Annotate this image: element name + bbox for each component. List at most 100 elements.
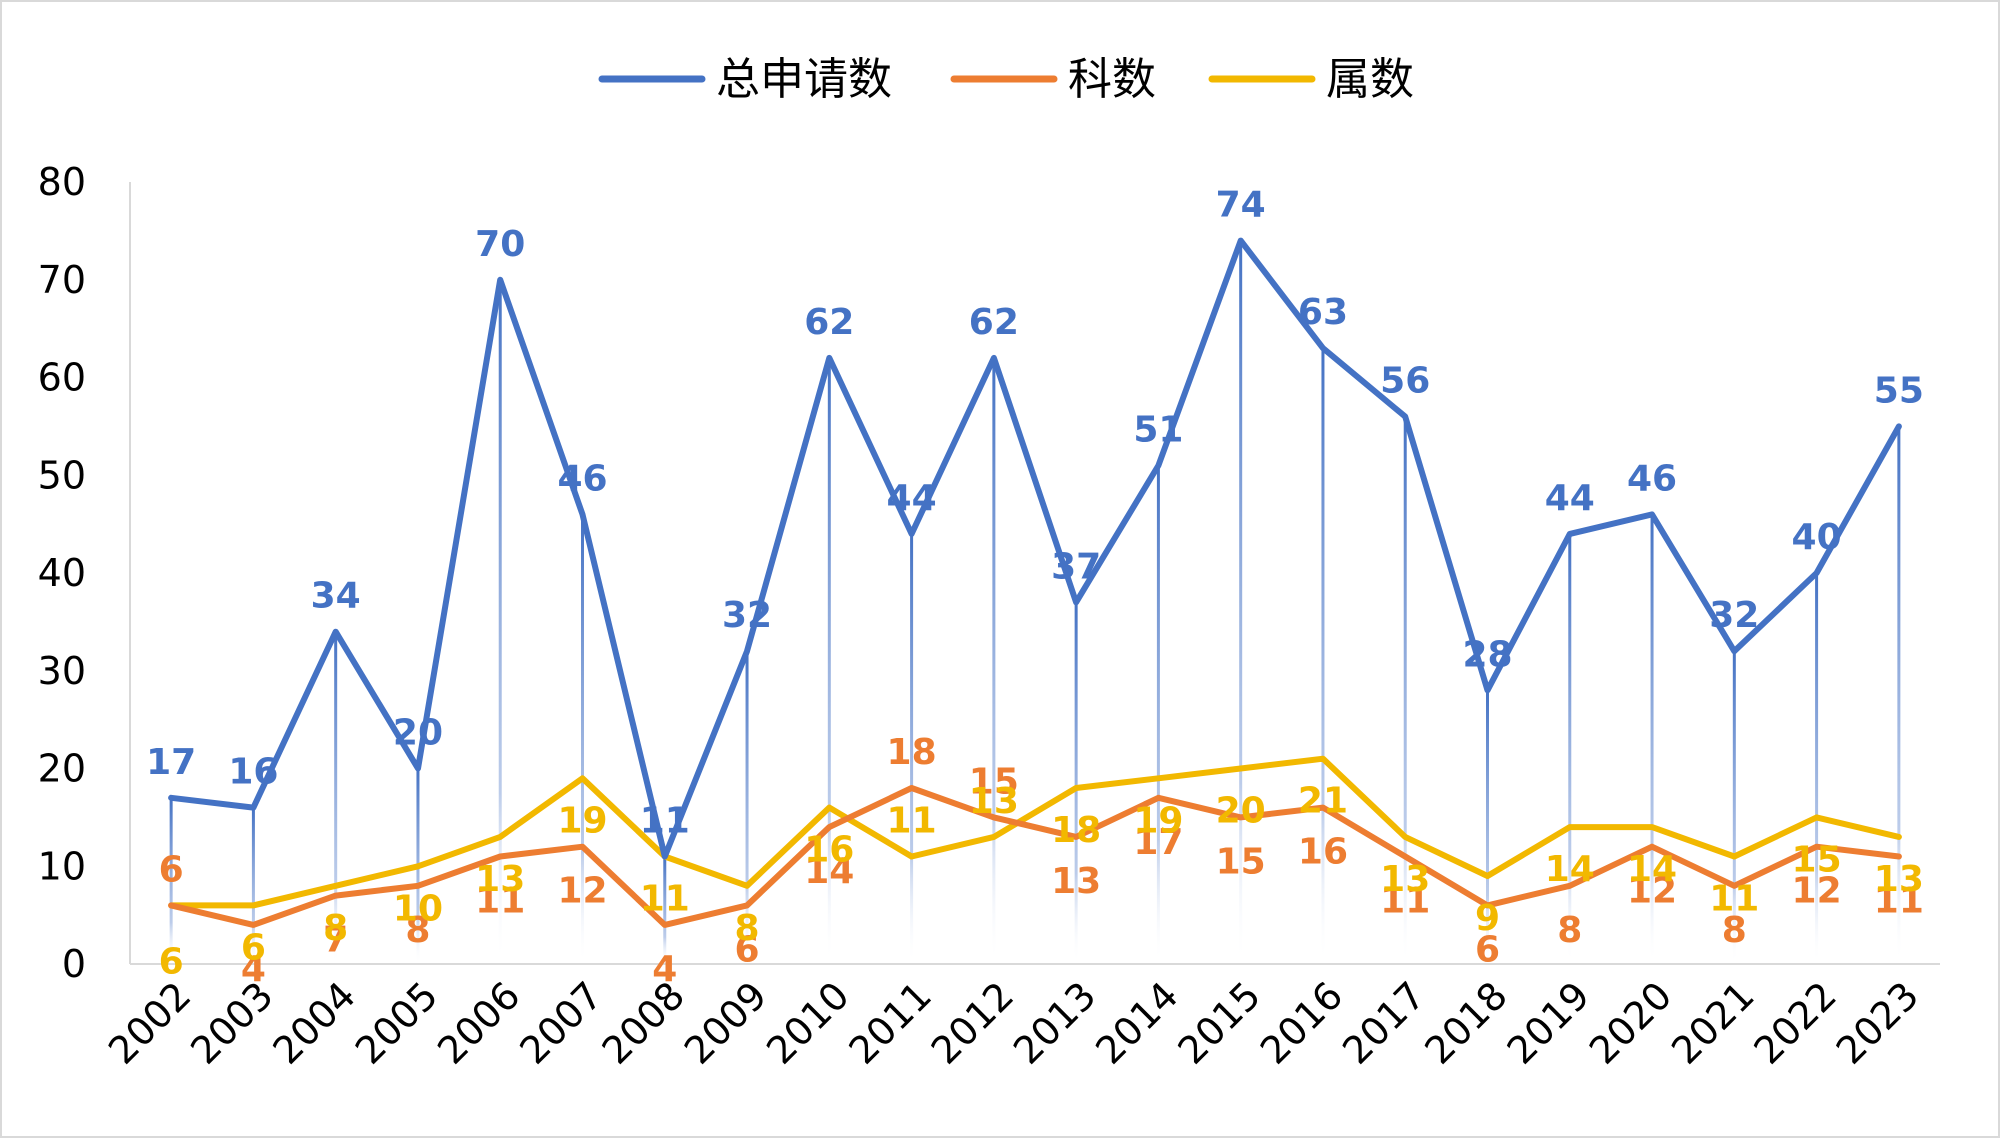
series-line-2: [168, 755, 1902, 909]
data-label: 44: [887, 478, 937, 519]
data-label: 13: [1874, 859, 1924, 900]
data-label: 9: [1475, 898, 1500, 939]
x-tick-label: 2011: [840, 973, 940, 1073]
x-tick-label: 2006: [429, 973, 529, 1073]
data-label: 70: [475, 224, 525, 265]
data-label: 18: [887, 732, 937, 773]
drop-line: [498, 279, 502, 964]
data-label: 18: [1051, 810, 1101, 851]
data-label: 10: [393, 888, 443, 929]
data-label: 40: [1792, 517, 1842, 558]
drop-line: [992, 357, 996, 964]
data-label: 16: [228, 752, 278, 793]
data-label: 46: [557, 458, 607, 499]
x-tick-label: 2003: [182, 973, 282, 1073]
drop-line: [1732, 651, 1736, 964]
drop-line: [745, 651, 749, 964]
y-tick-label: 60: [38, 356, 86, 400]
drop-line: [334, 631, 338, 964]
data-label: 6: [241, 927, 266, 968]
drop-line: [1650, 514, 1654, 964]
data-label: 14: [1545, 849, 1595, 890]
data-label: 8: [323, 908, 348, 949]
x-tick-label: 2023: [1828, 973, 1928, 1073]
y-tick-label: 30: [38, 649, 86, 693]
drop-line: [1897, 426, 1901, 964]
data-label: 11: [1380, 880, 1430, 921]
data-label: 8: [735, 908, 760, 949]
x-tick-label: 2014: [1087, 973, 1187, 1073]
data-label: 12: [1627, 871, 1677, 912]
y-tick-label: 20: [38, 747, 86, 791]
drop-line: [1321, 348, 1325, 964]
data-label: 14: [1627, 849, 1677, 890]
legend-label: 属数: [1326, 54, 1414, 105]
data-label: 13: [1051, 861, 1101, 902]
data-label: 44: [1545, 478, 1595, 519]
series-line-1: [168, 785, 1902, 928]
y-tick-label: 10: [38, 844, 86, 888]
data-label: 34: [311, 576, 361, 617]
data-label: 32: [1709, 595, 1759, 636]
drop-line: [169, 797, 173, 964]
legend: 总申请数 科数 属数: [598, 54, 1414, 105]
data-label: 11: [1874, 880, 1924, 921]
x-tick-label: 2017: [1334, 973, 1434, 1073]
x-tick-label: 2013: [1005, 973, 1105, 1073]
data-label: 15: [1792, 839, 1842, 880]
data-label: 12: [1792, 871, 1842, 912]
x-tick-label: 2016: [1252, 973, 1352, 1073]
data-label: 15: [969, 761, 1019, 802]
x-tick-label: 2002: [100, 973, 200, 1073]
data-label: 6: [1475, 929, 1500, 970]
drop-line: [827, 357, 831, 964]
data-label: 16: [804, 830, 854, 871]
data-label: 16: [1298, 832, 1348, 873]
y-tick-label: 70: [38, 258, 86, 302]
data-label: 12: [557, 871, 607, 912]
data-label: 15: [1216, 841, 1266, 882]
drop-line: [1074, 602, 1078, 964]
y-tick-label: 0: [62, 942, 86, 986]
drop-line: [251, 807, 255, 964]
data-label: 20: [393, 713, 443, 754]
data-label: 21: [1298, 781, 1348, 822]
data-label: 32: [722, 595, 772, 636]
data-label: 8: [405, 910, 430, 951]
data-label: 4: [652, 949, 677, 990]
x-tick-label: 2021: [1663, 973, 1763, 1073]
drop-line: [1815, 573, 1819, 964]
y-tick-label: 40: [38, 551, 86, 595]
drop-line: [1486, 690, 1489, 964]
data-label: 62: [969, 302, 1019, 343]
data-label: 19: [557, 800, 607, 841]
data-label: 17: [1133, 822, 1183, 863]
data-label: 51: [1133, 409, 1183, 450]
data-label: 11: [1709, 878, 1759, 919]
data-label: 11: [640, 800, 690, 841]
x-tick-label: 2009: [676, 973, 776, 1073]
series-line-0: [168, 237, 1902, 860]
data-label: 63: [1298, 292, 1348, 333]
data-label: 37: [1051, 546, 1101, 587]
drop-line: [1568, 533, 1572, 964]
data-label: 13: [475, 859, 525, 900]
y-tick-label: 80: [38, 160, 86, 204]
data-label: 56: [1380, 361, 1430, 402]
x-tick-label: 2010: [758, 973, 858, 1073]
data-label: 55: [1874, 370, 1924, 411]
x-tick-label: 2015: [1170, 973, 1270, 1073]
x-tick-label: 2018: [1416, 973, 1516, 1073]
drop-line: [1239, 240, 1243, 964]
x-tick-label: 2004: [265, 973, 365, 1073]
data-label: 17: [146, 742, 196, 783]
x-tick-label: 2005: [347, 973, 447, 1073]
data-label: 74: [1216, 185, 1266, 226]
data-label: 8: [1557, 910, 1582, 951]
data-label: 11: [640, 878, 690, 919]
x-tick-label: 2022: [1745, 973, 1845, 1073]
legend-label: 总申请数: [716, 54, 892, 105]
drop-line: [1156, 465, 1160, 964]
